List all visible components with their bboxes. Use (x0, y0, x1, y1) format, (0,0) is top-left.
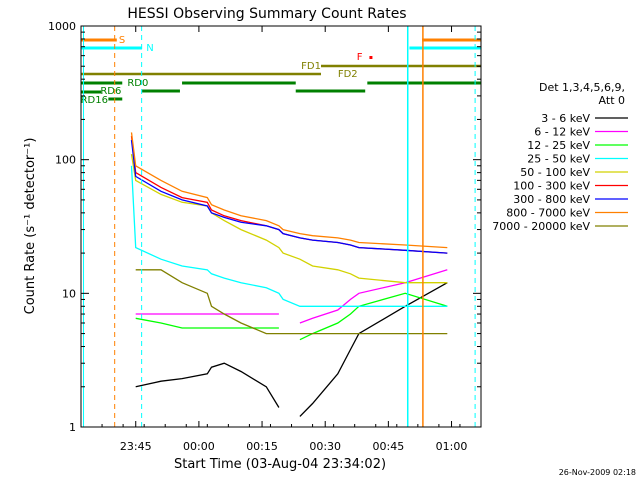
legend-label: 50 - 100 keV (520, 166, 590, 179)
flag-label-rd16: RD16 (81, 95, 108, 106)
legend-header-line2: Att 0 (599, 94, 625, 107)
legend-label: 12 - 25 keV (527, 139, 590, 152)
y-tick-label: 1 (69, 421, 76, 434)
legend-header-line1: Det 1,3,4,5,6,9, (539, 81, 625, 94)
x-tick-label: 00:30 (309, 440, 341, 453)
series-3 (130, 165, 448, 307)
legend-label: 6 - 12 keV (534, 126, 590, 139)
vline-layer (83, 26, 476, 427)
legend-label: 800 - 7000 keV (506, 207, 590, 220)
flag-label-rd0: RD0 (127, 78, 148, 89)
plot-frame (80, 25, 482, 428)
x-tick-label: 00:15 (246, 440, 278, 453)
flag-mark-f (369, 56, 373, 59)
axis-layer: 23:45 00:00 00:15 00:30 00:45 01:00 1 10 100 1000 (48, 20, 482, 453)
x-tick-label: 01:00 (436, 440, 468, 453)
flag-label-n: N (146, 43, 153, 54)
flag-label-fd2: FD2 (338, 69, 358, 80)
legend-label: 300 - 800 keV (513, 193, 590, 206)
legend-label: 7000 - 20000 keV (492, 220, 590, 233)
series-layer (130, 132, 448, 417)
series-1 (135, 269, 448, 324)
y-tick-label: 100 (55, 154, 76, 167)
series-8 (135, 269, 448, 335)
series-6 (130, 140, 448, 254)
chart-title: HESSI Observing Summary Count Rates (127, 6, 406, 22)
y-axis-label: Count Rate (s⁻¹ detector⁻¹) (23, 138, 38, 315)
x-axis-label: Start Time (03-Aug-04 23:34:02) (174, 457, 386, 472)
footer-timestamp: 26-Nov-2009 02:18 (559, 468, 636, 477)
y-tick-label: 10 (62, 287, 76, 300)
legend-label: 3 - 6 keV (541, 112, 590, 125)
flag-label-s: S (119, 35, 125, 46)
flag-label-rd6: RD6 (100, 86, 121, 97)
flag-label-f: F (357, 52, 363, 63)
legend-label: 100 - 300 keV (513, 180, 590, 193)
x-tick-label: 23:45 (120, 440, 152, 453)
series-7 (130, 132, 448, 249)
x-tick-label: 00:45 (373, 440, 405, 453)
series-2 (135, 292, 448, 341)
y-tick-label: 1000 (48, 20, 76, 33)
legend-label: 25 - 50 keV (527, 153, 590, 166)
flag-label-fd1: FD1 (301, 61, 321, 72)
x-tick-label: 00:00 (183, 440, 215, 453)
series-4 (130, 153, 448, 284)
